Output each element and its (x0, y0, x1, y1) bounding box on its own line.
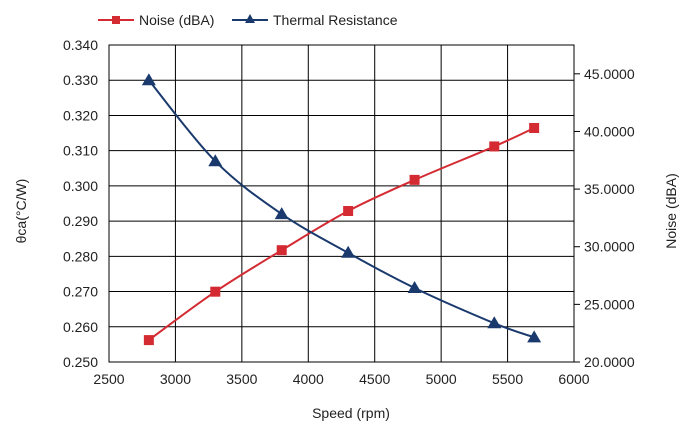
left-y-tick-label: 0.310 (63, 143, 98, 159)
left-y-axis-ticks: 0.250 0.260 0.270 0.280 0.290 0.300 0.310 0.320… (63, 37, 98, 370)
data-point-noise (276, 245, 287, 256)
left-y-tick-label: 0.290 (63, 213, 98, 229)
x-axis-ticks: 2500 3000 3500 4000 4500 5000 5500 6000 (93, 371, 589, 387)
legend-swatch-thermal-marker (245, 14, 255, 23)
data-point-thermal-resistance (487, 316, 502, 329)
x-tick-label: 2500 (93, 371, 124, 387)
right-y-tick-label: 20.0000 (584, 354, 635, 370)
grid (108, 44, 575, 363)
right-y-tick-label: 30.0000 (584, 239, 635, 255)
left-y-axis-label: θca(°C/W) (13, 179, 29, 244)
x-tick-label: 4500 (359, 371, 390, 387)
right-y-axis-ticks: 20.0000 25.0000 30.0000 35.0000 40.0000 45.00… (574, 66, 635, 370)
x-tick-label: 6000 (558, 371, 589, 387)
legend-item-noise: Noise (dBA) (98, 12, 214, 28)
data-point-noise (210, 286, 221, 297)
series-line-noise (148, 127, 535, 341)
data-point-thermal-resistance (527, 330, 542, 343)
data-point-thermal-resistance (208, 154, 223, 167)
left-y-tick-label: 0.250 (63, 354, 98, 370)
data-point-noise (143, 335, 154, 346)
plot-frame (108, 44, 575, 363)
legend: Noise (dBA) Thermal Resistance (98, 12, 398, 28)
left-y-tick-label: 0.320 (63, 107, 98, 123)
right-y-tick-label: 45.0000 (584, 66, 635, 82)
right-y-tick-label: 25.0000 (584, 296, 635, 312)
left-y-tick-label: 0.330 (63, 72, 98, 88)
data-point-noise (343, 205, 354, 216)
data-point-noise (409, 174, 420, 185)
data-point-thermal-resistance (274, 207, 289, 220)
legend-label-thermal-resistance: Thermal Resistance (273, 12, 398, 28)
right-y-tick-label: 35.0000 (584, 181, 635, 197)
left-y-tick-label: 0.260 (63, 319, 98, 335)
data-point-thermal-resistance (141, 73, 156, 86)
data-point-noise (489, 141, 500, 152)
legend-label-noise: Noise (dBA) (139, 12, 214, 28)
x-tick-label: 5500 (492, 371, 523, 387)
data-point-thermal-resistance (407, 281, 422, 294)
x-tick-label: 5000 (426, 371, 457, 387)
data-point-thermal-resistance (341, 245, 356, 258)
left-y-tick-label: 0.300 (63, 178, 98, 194)
x-tick-label: 3500 (226, 371, 257, 387)
right-y-tick-label: 40.0000 (584, 123, 635, 139)
plot-frame (108, 44, 575, 363)
left-y-tick-label: 0.270 (63, 284, 98, 300)
legend-swatch-noise-marker (112, 16, 120, 24)
data-point-noise (529, 122, 540, 133)
right-y-axis-label: Noise (dBA) (663, 173, 679, 248)
x-tick-label: 3000 (160, 371, 191, 387)
left-y-tick-label: 0.280 (63, 248, 98, 264)
left-y-tick-label: 0.340 (63, 37, 98, 53)
x-tick-label: 4000 (293, 371, 324, 387)
series-layer (141, 73, 542, 346)
legend-item-thermal-resistance: Thermal Resistance (232, 12, 398, 28)
x-axis-label: Speed (rpm) (312, 405, 390, 421)
